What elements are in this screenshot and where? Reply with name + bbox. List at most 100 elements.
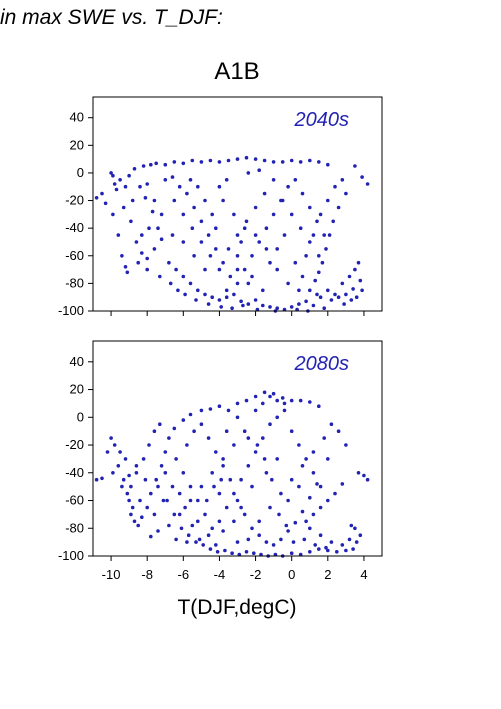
data-point (349, 298, 354, 302)
data-point (111, 212, 115, 217)
data-point (181, 418, 186, 422)
data-point (340, 482, 345, 486)
data-point (298, 226, 303, 230)
data-point (206, 302, 211, 306)
data-point (315, 482, 319, 486)
data-point (353, 164, 357, 168)
data-point (230, 551, 234, 555)
y-tick-label: 0 (77, 165, 84, 180)
data-point (261, 401, 265, 406)
data-point (318, 212, 323, 217)
data-point (244, 219, 249, 224)
data-point (203, 292, 207, 297)
data-point (246, 537, 251, 542)
data-point (170, 175, 175, 179)
data-point (317, 404, 321, 409)
data-point (130, 198, 135, 203)
data-point (127, 473, 131, 478)
data-point (317, 270, 321, 275)
data-point (252, 551, 256, 555)
data-point (181, 240, 186, 244)
data-point (311, 512, 316, 517)
panel-period-label: 2040s (294, 109, 350, 131)
data-point (197, 537, 202, 542)
data-point (246, 171, 251, 175)
panel-2040s: -100 -80 -60 -40 -20 0 20 40 2040s (58, 96, 383, 318)
data-point (308, 205, 312, 210)
x-tick-label: -8 (141, 567, 153, 582)
data-point (217, 404, 222, 409)
data-point (271, 391, 276, 396)
data-point (223, 548, 227, 553)
data-point (257, 519, 262, 524)
data-point (159, 212, 164, 217)
data-point (196, 184, 200, 189)
data-point (286, 529, 290, 533)
data-point (174, 457, 178, 461)
data-point (230, 306, 234, 311)
y-tick-label: -60 (65, 248, 84, 263)
data-point (344, 548, 348, 553)
data-point (156, 484, 160, 489)
data-point (163, 471, 168, 475)
data-point (100, 191, 104, 196)
data-point (275, 398, 280, 403)
data-point (271, 212, 276, 217)
data-point (232, 212, 236, 217)
data-point (253, 205, 258, 210)
data-point (201, 543, 205, 547)
data-point (327, 233, 332, 237)
data-point (235, 233, 240, 237)
data-point (262, 390, 267, 395)
data-point (235, 415, 240, 420)
data-point (279, 491, 283, 496)
data-point (154, 477, 158, 482)
data-point (280, 396, 285, 400)
data-point (129, 219, 133, 224)
data-point (289, 429, 294, 434)
data-point (185, 191, 189, 196)
data-point (145, 182, 149, 186)
data-point (353, 526, 357, 531)
data-point (268, 305, 272, 309)
data-point (112, 443, 117, 447)
data-point (318, 484, 323, 489)
data-point (181, 471, 186, 475)
data-point (244, 398, 249, 403)
data-point (250, 526, 254, 531)
data-point (121, 477, 126, 482)
data-point (253, 394, 258, 399)
data-point (293, 178, 298, 182)
data-point (158, 422, 162, 427)
data-point (147, 443, 151, 447)
data-point (188, 498, 193, 503)
data-point (121, 205, 126, 210)
data-point (188, 281, 193, 286)
x-tick-label: -2 (250, 567, 262, 582)
data-point (156, 226, 160, 230)
data-point (297, 443, 301, 447)
data-point (181, 161, 186, 166)
data-point (244, 550, 249, 554)
data-point (163, 450, 168, 454)
data-point (134, 240, 139, 244)
data-point (293, 520, 298, 525)
data-point (318, 533, 323, 537)
data-point (221, 464, 225, 468)
data-point (289, 212, 294, 217)
data-point (311, 233, 316, 237)
data-point (271, 160, 276, 164)
data-point (244, 155, 249, 160)
data-point (217, 267, 222, 272)
data-point (161, 498, 166, 503)
data-point (271, 178, 276, 182)
data-point (206, 436, 211, 440)
data-point (246, 281, 251, 286)
data-point (152, 198, 157, 203)
data-point (177, 512, 182, 517)
data-point (250, 484, 254, 489)
data-point (140, 251, 144, 255)
data-point (134, 464, 139, 468)
data-point (199, 240, 204, 244)
